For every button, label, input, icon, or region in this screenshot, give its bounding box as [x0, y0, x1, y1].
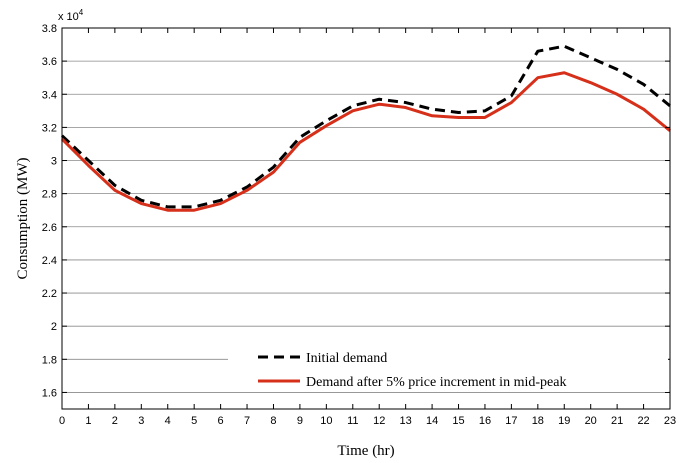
- series-line-0: [60, 44, 671, 209]
- y-axis-label: Consumption (MW): [15, 157, 31, 279]
- x-tick-label-0: 0: [59, 415, 65, 427]
- plot-frame: [61, 27, 671, 410]
- y-tick-label-10: 3.6: [42, 56, 57, 68]
- x-tick-label-14: 14: [426, 415, 438, 427]
- x-axis-label: Time (hr): [337, 443, 394, 459]
- x-tick-label-4: 4: [165, 415, 171, 427]
- series-lines: [60, 44, 671, 212]
- series-line-1: [60, 71, 671, 212]
- y-exponent-power: 4: [79, 8, 84, 17]
- x-tick-label-3: 3: [138, 415, 144, 427]
- legend: Initial demand Demand after 5% price inc…: [228, 342, 668, 392]
- x-tick-label-20: 20: [585, 415, 597, 427]
- x-tick-label-8: 8: [270, 415, 276, 427]
- y-tick-label-0: 1.6: [42, 387, 57, 399]
- x-tick-label-11: 11: [347, 415, 358, 427]
- x-tick-label-17: 17: [505, 415, 517, 427]
- x-tick-label-5: 5: [191, 415, 197, 427]
- tick-labels: 1.61.822.22.42.62.833.23.43.63.80 1 2 3 4 5 6 7…: [42, 23, 676, 427]
- x-tick-label-15: 15: [452, 415, 464, 427]
- y-exponent-base: x 10: [58, 11, 79, 23]
- x-tick-label-9: 9: [297, 415, 303, 427]
- y-exponent-label: x 104: [58, 8, 84, 23]
- x-tick-label-2: 2: [112, 415, 118, 427]
- y-tick-label-4: 2.4: [42, 255, 57, 267]
- y-tick-label-8: 3.2: [42, 122, 57, 134]
- legend-label-initial-demand: Initial demand: [306, 351, 387, 366]
- x-tick-label-19: 19: [558, 415, 570, 427]
- y-tick-label-11: 3.8: [42, 23, 57, 35]
- x-tick-label-18: 18: [532, 415, 544, 427]
- y-tick-label-2: 2: [51, 321, 57, 333]
- x-tick-label-1: 1: [85, 415, 91, 427]
- x-tick-label-12: 12: [373, 415, 385, 427]
- legend-label-adjusted-demand: Demand after 5% price increment in mid-p…: [306, 375, 566, 390]
- x-tick-label-23: 23: [664, 415, 676, 427]
- x-tick-label-22: 22: [637, 415, 649, 427]
- y-tick-label-5: 2.6: [42, 222, 57, 234]
- x-tick-label-16: 16: [479, 415, 491, 427]
- grid-lines: [62, 27, 670, 393]
- x-tick-label-21: 21: [611, 415, 623, 427]
- y-tick-label-1: 1.8: [42, 354, 57, 366]
- x-tick-label-7: 7: [244, 415, 250, 427]
- y-tick-label-3: 2.2: [42, 288, 57, 300]
- x-tick-label-13: 13: [400, 415, 412, 427]
- y-tick-label-6: 2.8: [42, 189, 57, 201]
- y-tick-label-7: 3: [51, 156, 57, 168]
- x-tick-label-10: 10: [320, 415, 332, 427]
- y-tick-label-9: 3.4: [42, 89, 57, 101]
- legend-box: [228, 342, 668, 392]
- x-tick-label-6: 6: [218, 415, 224, 427]
